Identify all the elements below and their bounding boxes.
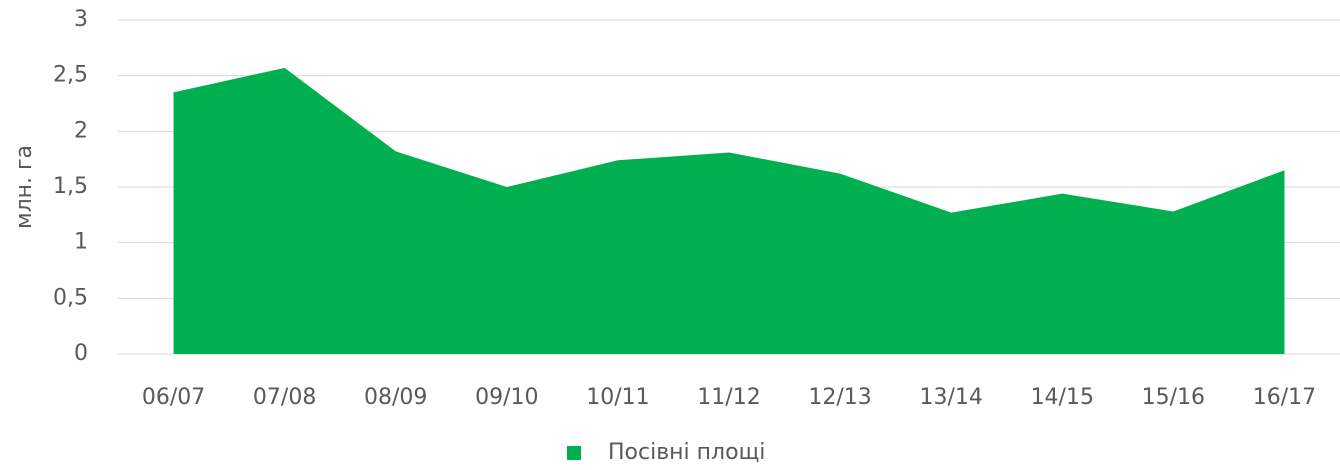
x-tick-label: 14/15	[1031, 385, 1094, 410]
y-axis-label: млн. га	[12, 145, 37, 229]
y-tick-label: 1,5	[53, 174, 88, 199]
y-tick-label: 0,5	[53, 285, 88, 310]
x-tick-label: 11/12	[697, 385, 760, 410]
y-tick-label: 3	[74, 7, 88, 32]
x-tick-label: 07/08	[253, 385, 316, 410]
legend-swatch	[567, 446, 581, 460]
area	[173, 67, 1285, 354]
x-tick-label: 16/17	[1253, 385, 1316, 410]
y-tick-label: 2,5	[53, 63, 88, 88]
legend-label: Посівні площі	[608, 440, 765, 465]
y-tick-label: 0	[74, 341, 88, 366]
x-tick-label: 10/11	[586, 385, 649, 410]
x-tick-label: 15/16	[1142, 385, 1205, 410]
y-tick-label: 2	[74, 118, 88, 143]
x-tick-label: 09/10	[475, 385, 538, 410]
x-tick-label: 12/13	[808, 385, 871, 410]
x-tick-label: 06/07	[142, 385, 205, 410]
y-tick-label: 1	[74, 230, 88, 255]
x-tick-label: 08/09	[364, 385, 427, 410]
x-tick-label: 13/14	[919, 385, 982, 410]
